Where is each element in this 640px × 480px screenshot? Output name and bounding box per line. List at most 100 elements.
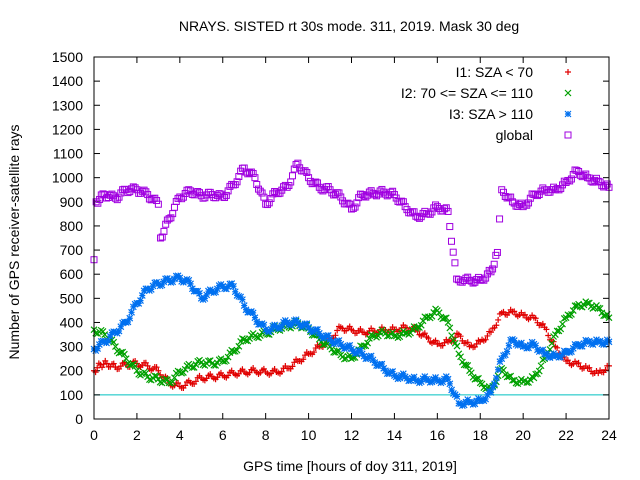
series-3-point — [328, 189, 336, 197]
series-2-point — [108, 329, 116, 336]
series-2-point — [278, 322, 286, 330]
series-3-point — [447, 237, 455, 245]
series-2-point — [351, 350, 359, 357]
series-2-point — [483, 391, 491, 399]
series-1-point — [364, 339, 372, 347]
series-3-point — [501, 192, 509, 200]
series-1-point — [171, 374, 178, 382]
series-3-point — [183, 186, 191, 194]
series-2-point — [510, 337, 518, 345]
series-1-point — [464, 361, 472, 369]
series-1-point — [120, 350, 128, 358]
series-2-point — [444, 375, 452, 383]
series-3-point — [415, 214, 423, 222]
series-1-point — [435, 309, 443, 317]
series-1-point — [428, 312, 436, 320]
series-2-point — [517, 339, 525, 347]
series-0-point — [117, 363, 124, 370]
series-3-point — [482, 274, 490, 282]
series-2-point — [294, 319, 302, 326]
series-2-point — [308, 328, 316, 336]
series-0-point — [103, 360, 110, 367]
series-1-point — [568, 311, 575, 318]
series-1-point — [548, 339, 556, 347]
series-2-point — [389, 368, 397, 375]
series-3-point — [530, 191, 538, 199]
series-1-point — [478, 380, 486, 388]
series-3-point — [348, 205, 355, 213]
series-1-point — [238, 335, 246, 342]
series-3-point — [594, 177, 602, 185]
series-3-point — [519, 203, 527, 211]
series-3-point — [157, 234, 165, 242]
series-1 — [90, 298, 613, 394]
series-3-point — [269, 190, 277, 198]
series-2-point — [330, 340, 338, 348]
legend-label: I2: 70 <= SZA <= 110 — [401, 85, 533, 101]
series-2-point — [95, 341, 103, 349]
series-3-point — [493, 248, 501, 256]
series-0-point — [473, 340, 480, 347]
series-2-point — [267, 325, 275, 333]
series-3-point — [412, 212, 420, 220]
series-1-point — [110, 338, 118, 346]
series-1-point — [462, 361, 470, 369]
series-3-point — [499, 188, 507, 196]
series-0-point — [153, 364, 160, 371]
series-3-point — [446, 223, 454, 231]
series-3-point — [163, 216, 171, 224]
series-0-point — [421, 330, 428, 337]
series-3-point — [301, 167, 309, 175]
series-3-point — [337, 193, 345, 201]
series-0-point — [487, 329, 494, 336]
series-3-point — [242, 168, 250, 176]
series-3-point — [224, 187, 232, 195]
series-2-point — [566, 349, 574, 356]
series-0-point — [278, 368, 285, 375]
series-3-point — [267, 195, 275, 203]
series-0-point — [302, 352, 309, 359]
series-1-point — [319, 341, 327, 349]
series-2-point — [238, 296, 246, 304]
series-3-point — [351, 203, 359, 211]
chart-title: NRAYS. SISTED rt 30s mode. 311, 2019. Ma… — [179, 18, 519, 34]
series-3-point — [233, 178, 241, 186]
series-3-point — [310, 179, 318, 187]
series-3-point — [575, 168, 583, 176]
series-0-point — [482, 336, 489, 343]
series-3-point — [426, 210, 434, 218]
legend-label: I1: SZA < 70 — [456, 64, 534, 80]
series-3-point — [523, 201, 531, 209]
series-2-point — [601, 339, 609, 346]
series-2-point — [314, 326, 321, 333]
series-0-point — [260, 365, 267, 372]
y-tick-label: 400 — [60, 314, 84, 330]
series-3-point — [312, 178, 320, 186]
series-3-point — [258, 189, 266, 197]
series-2-point — [196, 289, 203, 297]
series-2-point — [496, 358, 504, 366]
series-1-point — [253, 333, 261, 341]
series-2-point — [126, 314, 134, 322]
series-2-point — [147, 285, 155, 293]
series-3-point — [167, 214, 175, 222]
series-2-point — [335, 337, 343, 344]
series-1-point — [576, 303, 584, 311]
series-1-point — [414, 323, 422, 331]
series-3-point — [260, 193, 268, 201]
series-1-point — [374, 332, 382, 340]
y-axis-label: Number of GPS receiver-satellite rays — [6, 125, 22, 360]
series-3-point — [410, 208, 418, 216]
series-1-point — [233, 346, 241, 354]
series-0-point — [432, 337, 439, 344]
series-3-point — [244, 170, 252, 178]
series-3-point — [253, 180, 261, 188]
series-2-point — [230, 282, 237, 290]
series-3-point — [306, 177, 314, 185]
y-tick-label: 100 — [60, 387, 84, 403]
series-3-point — [601, 182, 609, 190]
series-0-point — [100, 361, 107, 368]
series-3-point — [315, 183, 323, 191]
series-1-point — [571, 302, 579, 310]
series-3-point — [503, 194, 511, 202]
